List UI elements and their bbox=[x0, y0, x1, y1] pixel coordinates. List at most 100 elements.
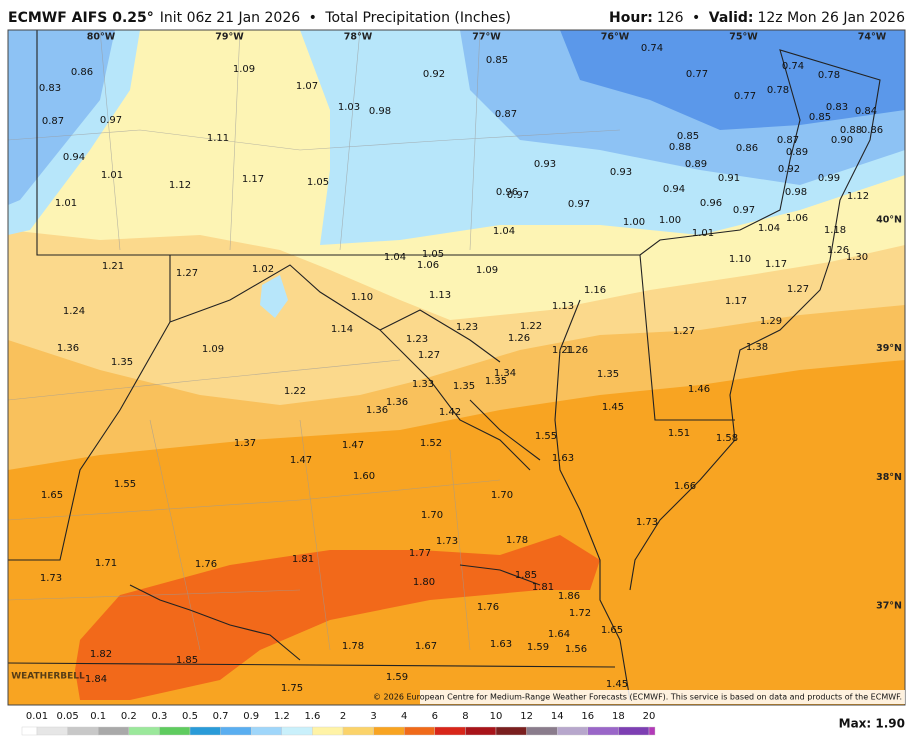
map-frame bbox=[7, 29, 906, 706]
precip-value: 1.63 bbox=[552, 453, 574, 464]
precip-value: 1.18 bbox=[824, 225, 846, 236]
precip-value: 1.51 bbox=[668, 428, 690, 439]
colorbar-swatch bbox=[67, 726, 99, 736]
colorbar-label: 0.9 bbox=[243, 711, 259, 722]
precip-value: 1.76 bbox=[477, 602, 499, 613]
precip-value: 1.71 bbox=[95, 558, 117, 569]
precip-value: 1.23 bbox=[406, 334, 428, 345]
precip-value: 1.06 bbox=[786, 213, 808, 224]
precip-value: 0.98 bbox=[785, 187, 807, 198]
precip-value: 1.65 bbox=[41, 490, 63, 501]
precip-value: 1.16 bbox=[584, 285, 606, 296]
latitude-label: 39°N bbox=[876, 343, 902, 354]
precip-value: 1.01 bbox=[692, 228, 714, 239]
precip-value: 1.35 bbox=[453, 381, 475, 392]
precip-value: 1.59 bbox=[527, 642, 549, 653]
colorbar-label: 0.2 bbox=[121, 711, 137, 722]
precip-value: 1.02 bbox=[252, 264, 274, 275]
precip-value: 1.52 bbox=[420, 438, 442, 449]
colorbar-label: 0.3 bbox=[151, 711, 167, 722]
colorbar-swatch bbox=[373, 726, 405, 736]
precip-value: 0.98 bbox=[369, 106, 391, 117]
precip-value: 1.35 bbox=[111, 357, 133, 368]
precip-value: 1.05 bbox=[422, 249, 444, 260]
precip-value: 0.74 bbox=[782, 61, 804, 72]
precip-value: 1.59 bbox=[386, 672, 408, 683]
precip-value: 1.01 bbox=[55, 198, 77, 209]
colorbar-label: 14 bbox=[551, 711, 564, 722]
precip-value: 0.85 bbox=[809, 112, 831, 123]
colorbar-swatch bbox=[97, 726, 129, 736]
precip-value: 0.93 bbox=[610, 167, 632, 178]
precip-value: 0.90 bbox=[831, 135, 853, 146]
precip-value: 0.94 bbox=[63, 152, 85, 163]
precip-value: 1.29 bbox=[760, 316, 782, 327]
precip-value: 1.35 bbox=[485, 376, 507, 387]
precip-value: 1.09 bbox=[476, 265, 498, 276]
precip-value: 0.89 bbox=[685, 159, 707, 170]
colorbar-swatch bbox=[250, 726, 282, 736]
colorbar-swatch bbox=[36, 726, 68, 736]
precip-value: 0.78 bbox=[818, 70, 840, 81]
header-left: ECMWF AIFS 0.25° Init 06z 21 Jan 2026 • T… bbox=[8, 10, 511, 26]
band-over-1-8 bbox=[75, 535, 600, 700]
precip-value: 1.04 bbox=[384, 252, 406, 263]
colorbar-swatch bbox=[434, 726, 466, 736]
precip-value: 1.21 bbox=[552, 345, 574, 356]
header-right: Hour: 126 • Valid: 12z Mon 26 Jan 2026 bbox=[609, 10, 905, 26]
precip-value: 1.10 bbox=[729, 254, 751, 265]
precip-value: 1.17 bbox=[242, 174, 264, 185]
precip-value: 1.64 bbox=[548, 629, 570, 640]
precip-value: 1.03 bbox=[338, 102, 360, 113]
precip-value: 1.26 bbox=[827, 245, 849, 256]
precip-value: 1.45 bbox=[606, 679, 628, 690]
precip-value: 1.27 bbox=[673, 326, 695, 337]
longitude-label: 79°W bbox=[215, 32, 244, 43]
precip-value: 1.75 bbox=[281, 683, 303, 694]
precip-value: 0.74 bbox=[641, 43, 663, 54]
precip-value: 1.10 bbox=[351, 292, 373, 303]
precip-value: 1.78 bbox=[342, 641, 364, 652]
precip-value: 1.67 bbox=[415, 641, 437, 652]
precip-value: 0.86 bbox=[71, 67, 93, 78]
longitude-label: 80°W bbox=[87, 32, 116, 43]
precip-value: 1.11 bbox=[207, 133, 229, 144]
precip-value: 0.96 bbox=[496, 187, 518, 198]
longitude-label: 77°W bbox=[472, 32, 501, 43]
hour-value: 126 bbox=[657, 10, 684, 26]
precip-value: 0.85 bbox=[677, 131, 699, 142]
colorbar-label: 18 bbox=[612, 711, 625, 722]
precip-value: 0.99 bbox=[818, 173, 840, 184]
precip-value: 1.34 bbox=[494, 368, 516, 379]
precip-value: 1.46 bbox=[688, 384, 710, 395]
precip-value: 0.77 bbox=[734, 91, 756, 102]
colorbar-label: 4 bbox=[401, 711, 407, 722]
colorbar: 0.01 0.05 0.1 0.2 0.3 0.5 0.7 0.9 1.2 1.6 2 3 4 6 8 10 1… bbox=[21, 711, 655, 736]
precip-value: 1.42 bbox=[439, 407, 461, 418]
precip-value: 1.70 bbox=[421, 510, 443, 521]
precip-value: 1.01 bbox=[101, 170, 123, 181]
state-borders bbox=[8, 30, 881, 701]
county-lines bbox=[8, 30, 621, 651]
precip-value: 1.27 bbox=[176, 268, 198, 279]
precip-value: 1.05 bbox=[307, 177, 329, 188]
precip-value: 1.81 bbox=[292, 554, 314, 565]
precip-value: 1.00 bbox=[623, 217, 645, 228]
precip-value: 1.70 bbox=[491, 490, 513, 501]
colorbar-swatch bbox=[495, 726, 527, 736]
colorbar-label: 0.1 bbox=[90, 711, 106, 722]
precip-value: 0.92 bbox=[423, 69, 445, 80]
precip-value: 1.60 bbox=[353, 471, 375, 482]
colorbar-swatch bbox=[281, 726, 313, 736]
precip-value: 0.92 bbox=[778, 164, 800, 175]
precip-value: 0.97 bbox=[100, 115, 122, 126]
precip-value: 1.81 bbox=[532, 582, 554, 593]
precip-value: 1.22 bbox=[284, 386, 306, 397]
colorbar-swatch bbox=[557, 726, 589, 736]
precip-value: 1.76 bbox=[195, 559, 217, 570]
precip-value: 1.80 bbox=[413, 577, 435, 588]
band-0-8-0-9-west bbox=[8, 30, 115, 205]
colorbar-label: 6 bbox=[432, 711, 438, 722]
precip-value: 1.13 bbox=[429, 290, 451, 301]
band-under-0-8 bbox=[560, 30, 905, 130]
